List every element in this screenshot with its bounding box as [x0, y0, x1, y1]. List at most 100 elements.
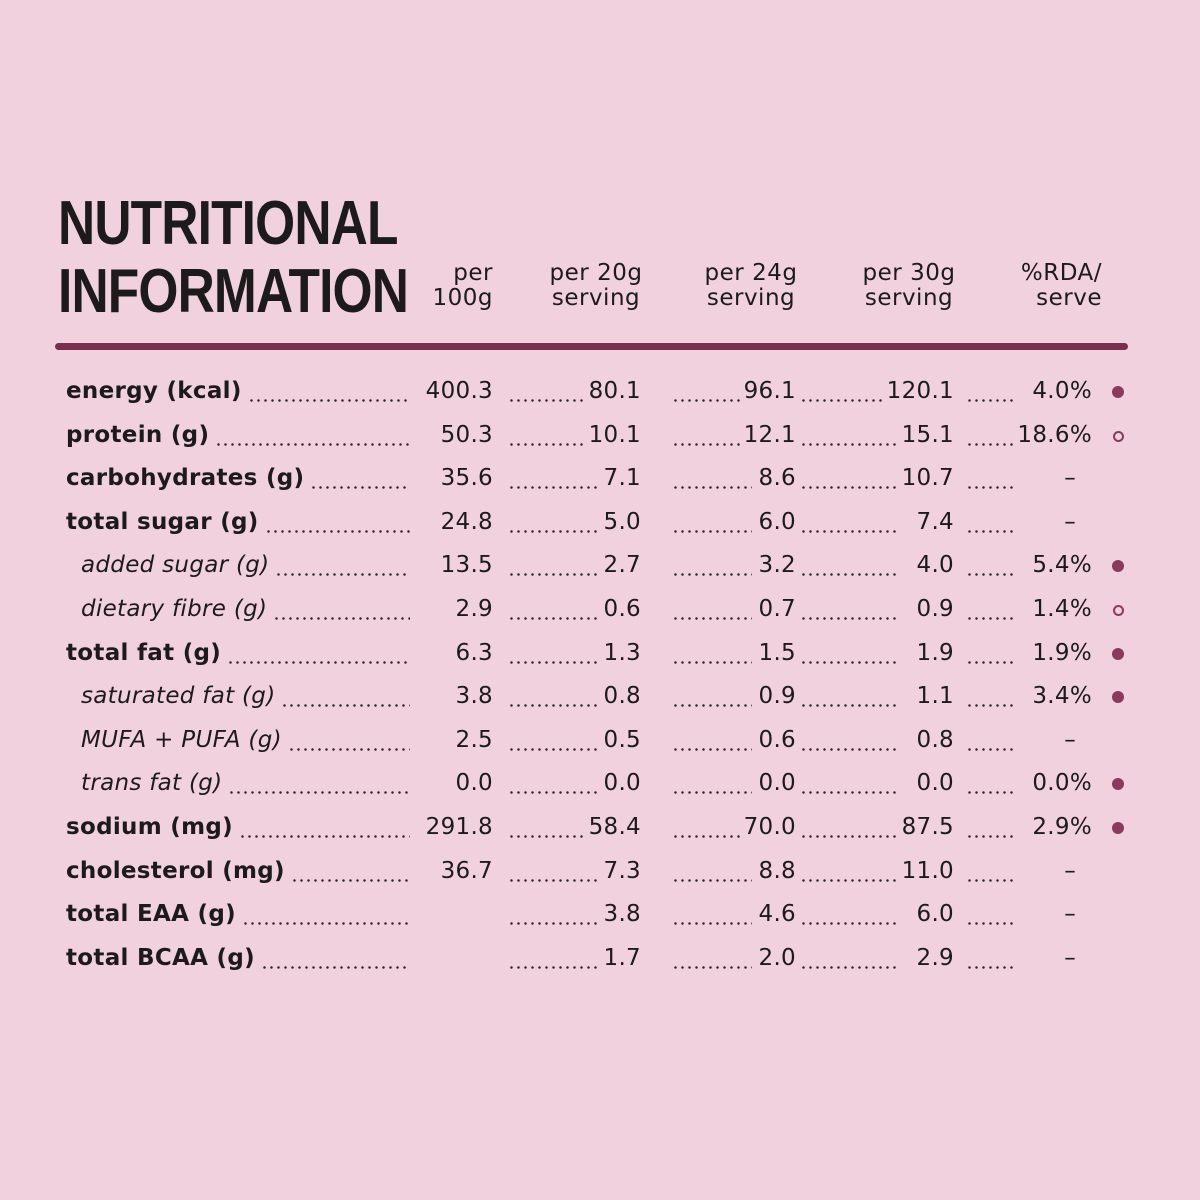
dot-leader	[291, 878, 410, 882]
row-label: sodium (mg)	[66, 812, 237, 842]
dot-leader	[261, 965, 410, 969]
value-per-30g: 15.1	[897, 419, 954, 450]
dot-leader	[966, 660, 1014, 664]
table-row: cholesterol (mg) 36.7 7.3 8.8 11.0 –	[0, 850, 1200, 894]
value-per-30g: 1.1	[912, 681, 954, 712]
dot-leader	[966, 878, 1014, 882]
dot-leader	[508, 965, 598, 969]
dot-leader	[800, 442, 896, 446]
table-row: trans fat (g) 0.0 0.0 0.0 0.0 0.0%	[0, 762, 1200, 806]
row-label: dietary fibre (g)	[81, 594, 272, 624]
page-title: NUTRITIONAL INFORMATION	[58, 190, 409, 326]
row-label: carbohydrates (g)	[66, 463, 309, 494]
value-per-20g: 80.1	[584, 376, 641, 406]
value-rda: 1.4%	[1028, 594, 1092, 624]
table-row: total BCAA (g) 1.7 2.0 2.9 –	[0, 937, 1200, 981]
table-row: total sugar (g) 24.8 5.0 6.0 7.4 –	[0, 501, 1200, 545]
dot-leader	[800, 617, 896, 620]
table-row: total fat (g) 6.3 1.3 1.5 1.9 1.9%	[0, 632, 1200, 676]
value-per-30g: 6.0	[912, 899, 954, 930]
dot-leader	[800, 922, 896, 926]
value-per-30g: 0.9	[912, 594, 954, 624]
row-label: cholesterol (mg)	[66, 855, 289, 886]
dot-leader	[508, 791, 598, 795]
table-row: sodium (mg) 291.8 58.4 70.0 87.5 2.9%	[0, 806, 1200, 850]
value-per-100g: 35.6	[436, 463, 493, 494]
dot-leader	[966, 486, 1014, 490]
dot-leader	[508, 617, 598, 620]
value-per-24g: 0.6	[754, 724, 796, 755]
dot-leader	[966, 617, 1014, 620]
value-per-30g: 0.8	[912, 724, 954, 755]
title-line-2: INFORMATION	[58, 257, 409, 326]
dot-leader	[508, 529, 598, 533]
dot-leader	[265, 529, 410, 533]
row-label: added sugar (g)	[81, 550, 274, 581]
value-rda: 2.9%	[1028, 812, 1092, 842]
column-header-per-24g: per 24g serving	[704, 260, 798, 311]
dot-leader	[966, 922, 1014, 926]
value-per-100g: 3.8	[451, 681, 493, 712]
dot-leader	[508, 442, 598, 446]
dot-leader	[508, 486, 598, 490]
dot-leader	[800, 529, 896, 533]
value-rda: 0.0%	[1028, 768, 1092, 799]
dot-leader	[800, 486, 896, 490]
dot-leader	[800, 660, 896, 664]
column-header-per-100g: per 100g	[432, 260, 493, 311]
value-per-24g: 8.6	[754, 463, 796, 494]
dot-leader	[508, 399, 598, 402]
dot-leader	[800, 965, 896, 969]
dot-leader	[672, 791, 752, 795]
row-label: total fat (g)	[66, 637, 226, 668]
dot-leader	[672, 835, 752, 838]
dot-leader	[672, 442, 752, 446]
dot-leader	[672, 878, 752, 882]
value-per-30g: 120.1	[882, 376, 954, 406]
value-per-30g: 2.9	[912, 942, 954, 973]
dot-leader	[508, 878, 598, 882]
dot-leader	[672, 486, 752, 490]
dot-leader	[800, 747, 896, 751]
value-per-24g: 0.0	[754, 768, 796, 799]
value-rda: 1.9%	[1028, 637, 1092, 668]
dot-leader	[800, 835, 896, 838]
filled-dot-icon	[1112, 822, 1124, 834]
value-per-30g: 4.0	[912, 550, 954, 581]
dot-leader	[508, 573, 598, 577]
open-dot-icon	[1113, 605, 1124, 616]
value-per-20g: 2.7	[599, 550, 641, 581]
dot-leader	[672, 965, 752, 969]
value-per-20g: 0.0	[599, 768, 641, 799]
table-row: dietary fibre (g) 2.9 0.6 0.7 0.9 1.4%	[0, 588, 1200, 632]
dot-leader	[281, 704, 410, 708]
table-row: protein (g) 50.3 10.1 12.1 15.1 18.6%	[0, 414, 1200, 458]
value-per-24g: 8.8	[754, 855, 796, 886]
dot-leader	[966, 747, 1014, 751]
row-label: MUFA + PUFA (g)	[81, 724, 286, 755]
value-rda: –	[1060, 463, 1076, 494]
dot-leader	[672, 617, 752, 620]
dot-leader	[288, 747, 410, 751]
dot-leader	[966, 791, 1014, 795]
value-per-100g: 6.3	[451, 637, 493, 668]
dot-leader	[672, 660, 752, 664]
value-rda: –	[1060, 724, 1076, 755]
header-divider	[55, 343, 1128, 350]
dot-leader	[228, 791, 410, 795]
row-label: total EAA (g)	[66, 899, 240, 930]
row-label: energy (kcal)	[66, 376, 246, 406]
column-header-per-30g: per 30g serving	[862, 260, 956, 311]
value-per-24g: 2.0	[754, 942, 796, 973]
value-per-100g: 291.8	[421, 812, 493, 842]
value-per-20g: 10.1	[584, 419, 641, 450]
dot-leader	[966, 573, 1014, 577]
dot-leader	[966, 529, 1014, 533]
row-label: total BCAA (g)	[66, 942, 259, 973]
table-row: energy (kcal) 400.3 80.1 96.1 120.1 4.0%	[0, 370, 1200, 414]
value-per-100g: 13.5	[436, 550, 493, 581]
value-per-24g: 70.0	[739, 812, 796, 842]
dot-leader	[966, 835, 1014, 838]
dot-leader	[508, 704, 598, 708]
